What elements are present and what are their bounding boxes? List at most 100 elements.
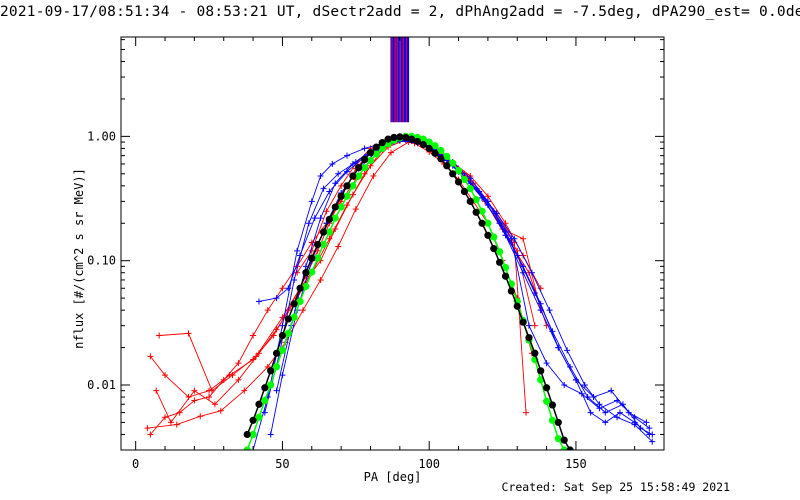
- x-axis-label: PA [deg]: [364, 470, 422, 484]
- red-point: [317, 276, 324, 283]
- black-point: [496, 258, 504, 266]
- black-point: [319, 228, 328, 236]
- green-point: [337, 203, 345, 211]
- red-point: [229, 372, 236, 379]
- green-point: [284, 329, 292, 338]
- green-point: [278, 346, 287, 354]
- red-point: [338, 182, 345, 189]
- blue-point: [294, 247, 301, 254]
- blue-point: [614, 397, 621, 404]
- blue-point: [261, 409, 268, 416]
- blue-point: [317, 172, 324, 179]
- y-tick-label: 0.10: [87, 254, 116, 268]
- black-point: [355, 164, 363, 172]
- blue-point: [602, 419, 609, 426]
- red-point: [308, 239, 315, 246]
- y-tick-label: 1.00: [87, 129, 116, 143]
- green-point: [484, 219, 492, 227]
- green-point: [243, 446, 251, 450]
- red-point: [308, 247, 315, 254]
- blue-point: [273, 387, 280, 394]
- chart-title: 2021-09-17/08:51:34 - 08:53:21 UT, dSect…: [0, 4, 800, 20]
- red-point: [162, 372, 169, 379]
- black-point: [402, 133, 410, 142]
- black-point: [554, 418, 562, 427]
- blue-point: [308, 198, 315, 205]
- black-point: [507, 287, 515, 295]
- black-point: [513, 302, 521, 310]
- green-point: [366, 156, 375, 165]
- red-point: [144, 425, 151, 432]
- green-point: [267, 381, 275, 389]
- blue-point: [616, 409, 623, 416]
- x-tick-label: 150: [565, 457, 587, 471]
- blue-point: [549, 328, 556, 335]
- blue-point: [643, 419, 650, 426]
- blue-point: [279, 322, 286, 329]
- red-point: [388, 149, 395, 156]
- black-point: [443, 162, 451, 170]
- green-point: [302, 282, 310, 291]
- blue-point: [587, 409, 594, 416]
- red-point: [153, 387, 160, 394]
- black-point: [314, 240, 322, 249]
- blue-point: [546, 307, 553, 314]
- green-point: [501, 263, 510, 272]
- blue-point: [329, 160, 336, 167]
- blue-point: [285, 285, 292, 292]
- blue-point: [614, 414, 621, 421]
- red-point: [156, 332, 163, 339]
- green-point: [349, 182, 357, 190]
- black-point: [566, 446, 574, 450]
- red-point: [167, 419, 174, 426]
- blue-point: [649, 431, 656, 438]
- blue-point: [291, 276, 298, 283]
- red-series-group: [147, 137, 544, 401]
- blue-point: [317, 215, 324, 222]
- blue-point: [649, 438, 656, 445]
- black-point: [449, 170, 457, 178]
- black-point: [361, 156, 369, 164]
- red-point: [162, 414, 169, 421]
- red-point: [241, 387, 248, 394]
- green-point: [261, 396, 269, 405]
- red-point: [349, 191, 356, 198]
- blue-point: [608, 387, 615, 394]
- red-point: [147, 431, 154, 438]
- red-point: [206, 394, 213, 401]
- y-axis-label: nflux [#/(cm^2 s sr MeV)]: [72, 168, 86, 349]
- green-point: [296, 297, 304, 306]
- blue-point: [349, 160, 356, 167]
- blue-series-line: [258, 139, 647, 423]
- black-point: [484, 231, 492, 239]
- red-point: [531, 322, 538, 329]
- green-point: [325, 228, 333, 236]
- black-point: [396, 133, 404, 141]
- blue-point: [344, 152, 351, 159]
- blue-point: [311, 215, 318, 222]
- black-point: [519, 318, 527, 326]
- green-point: [431, 142, 439, 150]
- data-layer: [144, 37, 656, 450]
- black-point: [290, 300, 298, 308]
- blue-point: [255, 298, 262, 305]
- red-point: [185, 330, 192, 337]
- blue-point: [344, 168, 351, 175]
- black-series-line: [246, 136, 571, 450]
- blue-point: [528, 269, 535, 276]
- black-point: [372, 143, 380, 151]
- green-point: [331, 214, 339, 222]
- green-point: [454, 167, 463, 175]
- green-point: [496, 248, 504, 256]
- black-point: [384, 135, 392, 143]
- green-series-group: [243, 132, 568, 450]
- black-point: [349, 172, 357, 180]
- black-point: [337, 192, 345, 200]
- black-point: [490, 245, 498, 253]
- blue-point: [631, 421, 638, 428]
- red-point: [279, 285, 286, 292]
- x-tick-label: 50: [275, 457, 289, 471]
- green-point: [460, 175, 469, 184]
- green-point: [355, 172, 363, 180]
